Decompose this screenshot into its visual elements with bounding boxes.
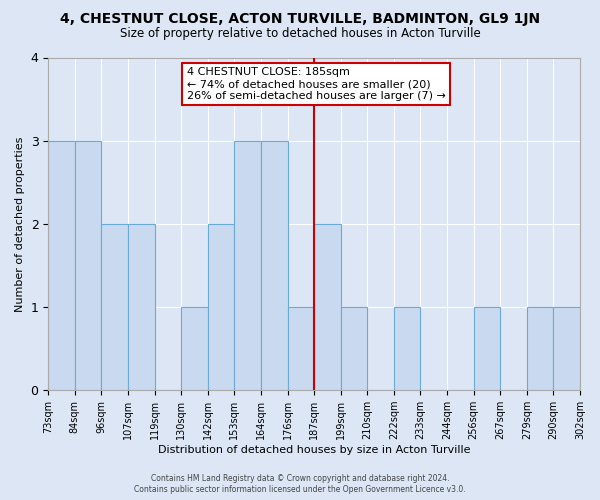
Text: 4 CHESTNUT CLOSE: 185sqm
← 74% of detached houses are smaller (20)
26% of semi-d: 4 CHESTNUT CLOSE: 185sqm ← 74% of detach… <box>187 68 445 100</box>
Bar <box>553 307 580 390</box>
Y-axis label: Number of detached properties: Number of detached properties <box>15 136 25 312</box>
Text: 4, CHESTNUT CLOSE, ACTON TURVILLE, BADMINTON, GL9 1JN: 4, CHESTNUT CLOSE, ACTON TURVILLE, BADMI… <box>60 12 540 26</box>
Bar <box>75 140 101 390</box>
X-axis label: Distribution of detached houses by size in Acton Turville: Distribution of detached houses by size … <box>158 445 470 455</box>
Bar <box>473 307 500 390</box>
Bar <box>527 307 553 390</box>
Bar <box>394 307 421 390</box>
Bar <box>287 307 314 390</box>
Bar <box>341 307 367 390</box>
Bar <box>48 140 75 390</box>
Bar <box>208 224 235 390</box>
Bar <box>314 224 341 390</box>
Bar <box>261 140 287 390</box>
Bar <box>181 307 208 390</box>
Text: Contains HM Land Registry data © Crown copyright and database right 2024.
Contai: Contains HM Land Registry data © Crown c… <box>134 474 466 494</box>
Text: Size of property relative to detached houses in Acton Turville: Size of property relative to detached ho… <box>119 28 481 40</box>
Bar <box>128 224 155 390</box>
Bar <box>101 224 128 390</box>
Bar <box>235 140 261 390</box>
